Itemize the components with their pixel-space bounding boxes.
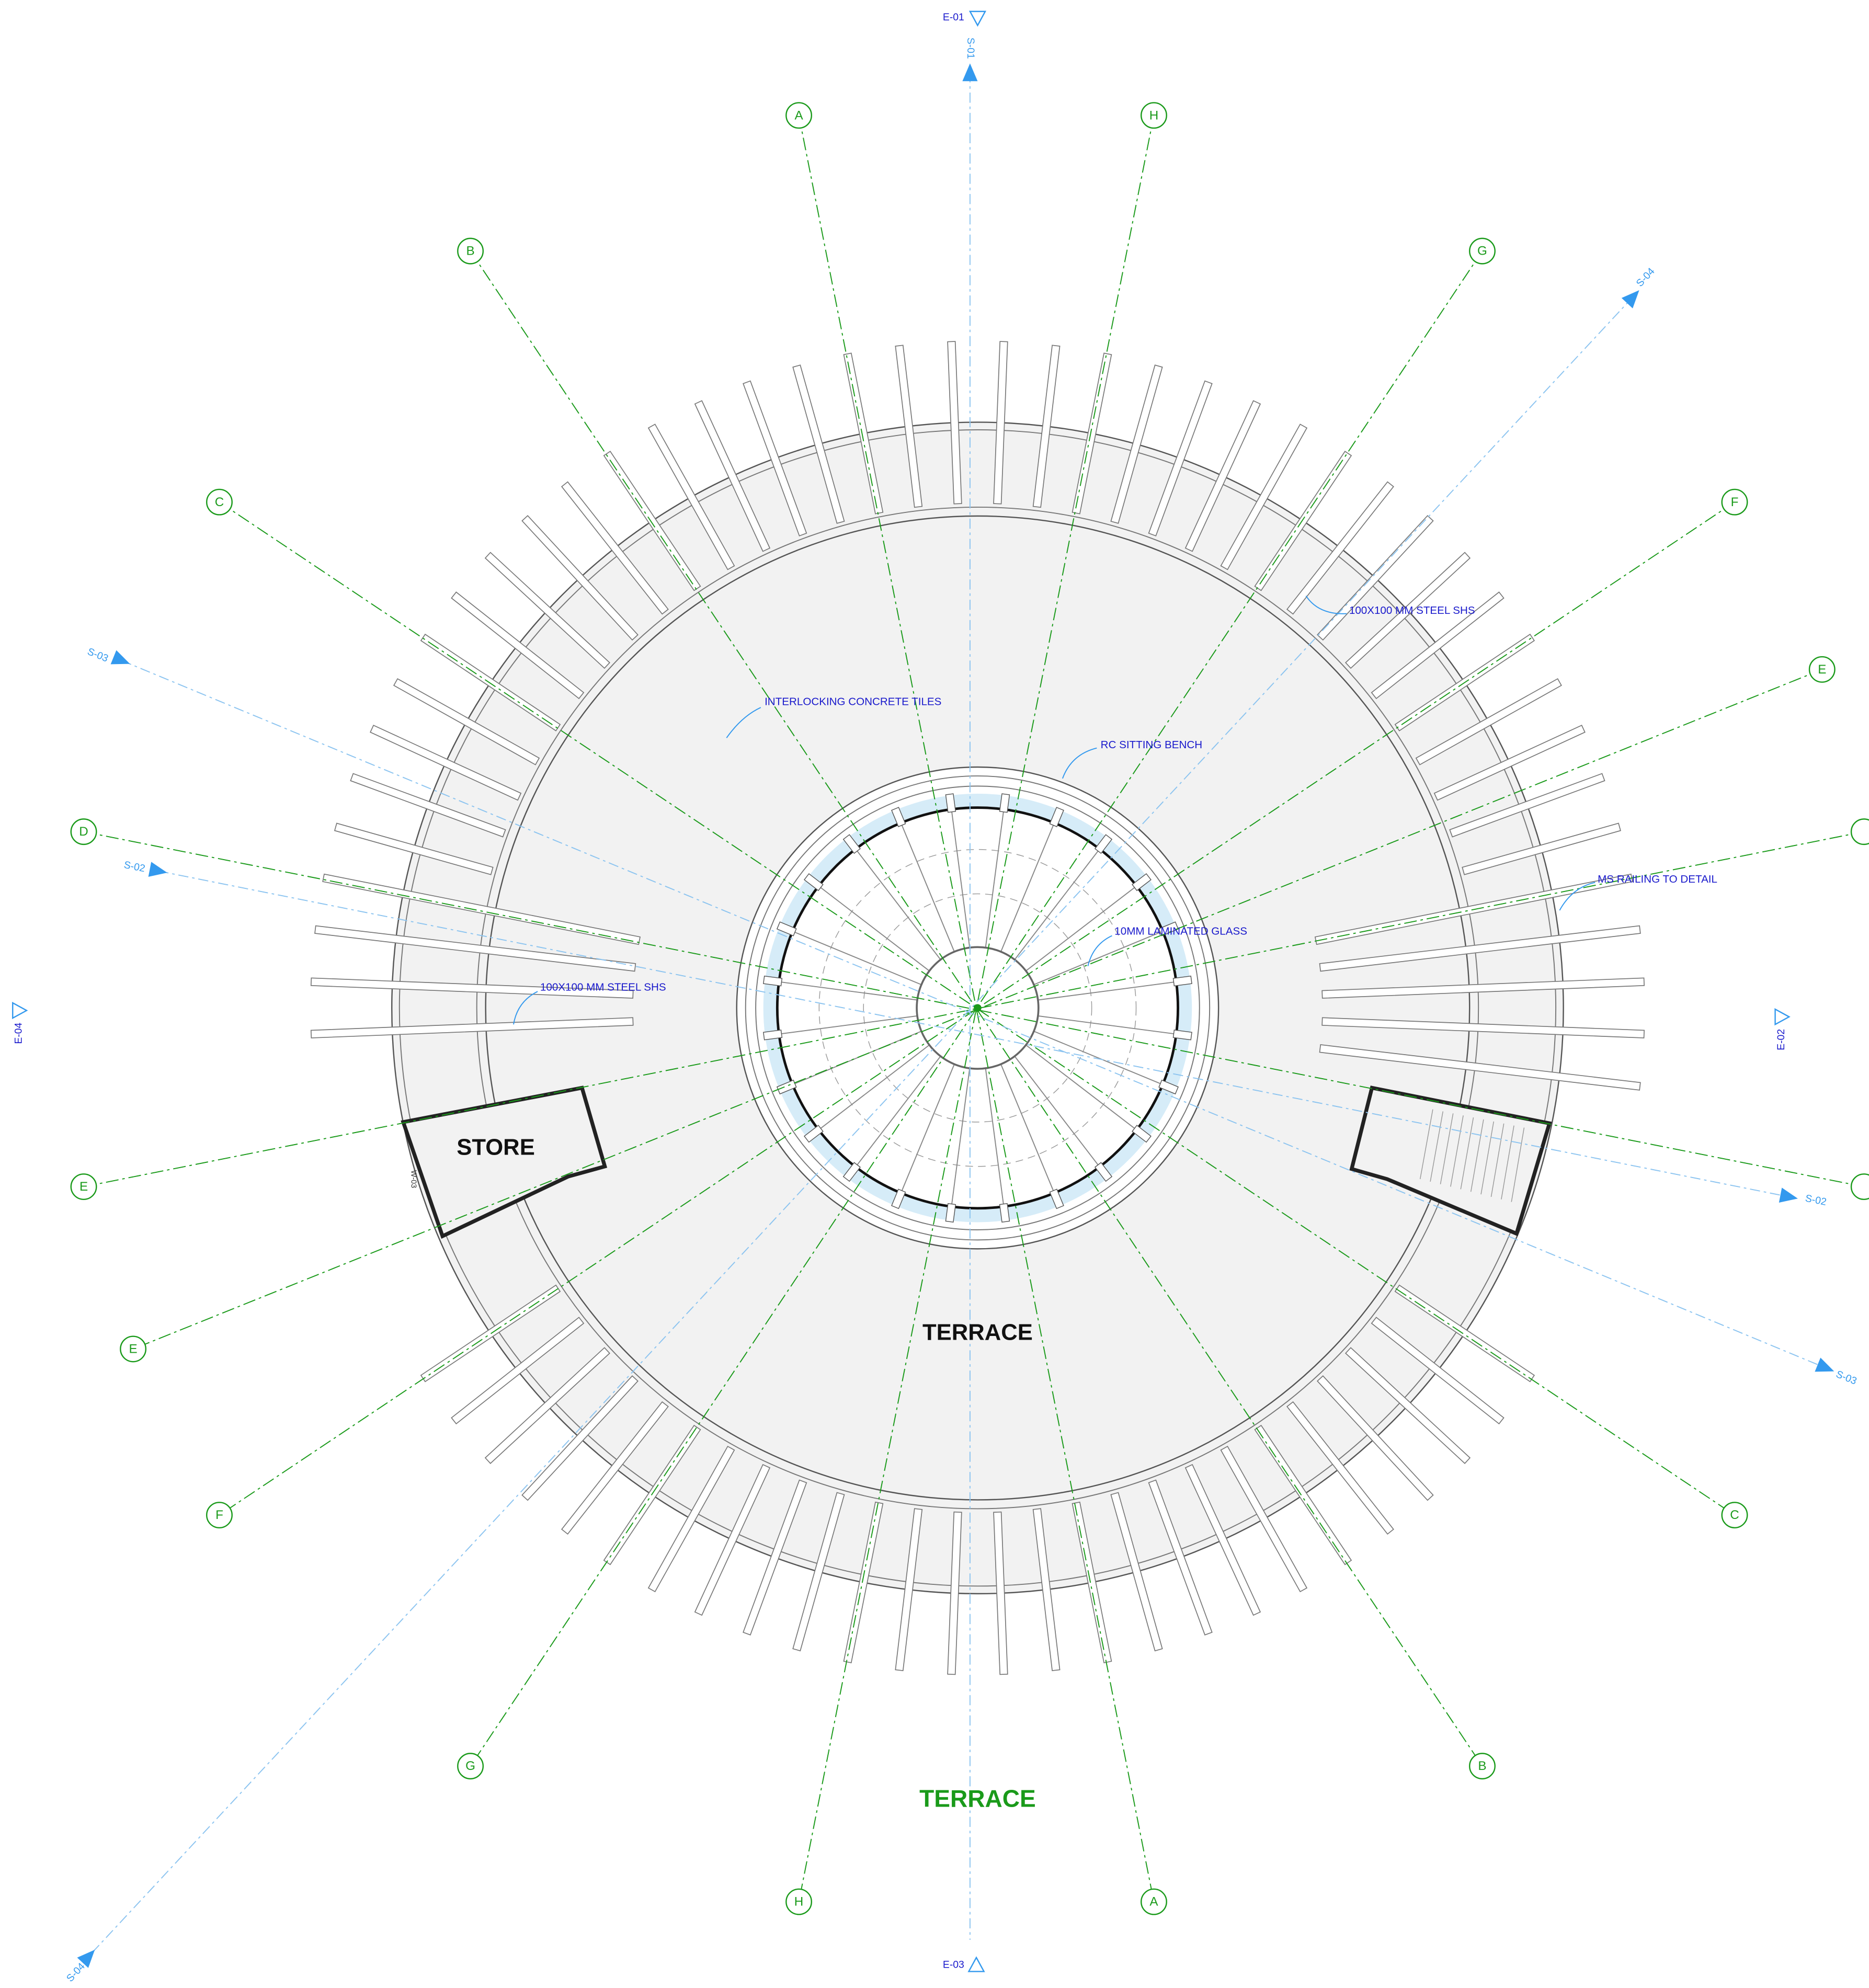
elevation-arrow xyxy=(968,1958,984,1972)
section-label: S-02 xyxy=(1804,1193,1827,1208)
grid-label: F xyxy=(215,1508,223,1522)
grid-label: E xyxy=(1818,662,1826,677)
grid-label: D xyxy=(79,825,88,839)
grid-label: A xyxy=(794,108,803,122)
grid-bubble xyxy=(1851,819,1869,844)
elevation-arrow xyxy=(970,12,985,26)
section-arrow xyxy=(1779,1187,1799,1206)
section-label: S-04 xyxy=(1634,266,1657,289)
section-label: S-04 xyxy=(64,1961,87,1984)
grid-label: C xyxy=(1730,1508,1739,1522)
elevation-label: E-02 xyxy=(1775,1029,1787,1050)
grid-label: E xyxy=(79,1180,88,1194)
section-arrow xyxy=(149,862,169,880)
annotation: 100X100 MM STEEL SHS xyxy=(540,981,666,993)
grid-label: C xyxy=(215,495,224,509)
elevation-arrow xyxy=(13,1003,27,1018)
section-arrow xyxy=(962,63,977,81)
grid-label: G xyxy=(1477,244,1487,258)
section-label: S-03 xyxy=(1834,1368,1859,1387)
annotation: RC SITTING BENCH xyxy=(1101,739,1203,751)
annotation: 10MM LAMINATED GLASS xyxy=(1114,926,1247,938)
floor-plan: A H B G C F E D E E F C G B H A S-01 S-02 S-02 S-03 S-03 S-04… xyxy=(0,0,1869,1988)
section-label: S-01 xyxy=(965,38,976,59)
annotation: INTERLOCKING CONCRETE TILES xyxy=(765,696,941,708)
annotation: 100X100 MM STEEL SHS xyxy=(1349,604,1475,616)
grid-label: F xyxy=(1731,495,1739,509)
grid-label: A xyxy=(1149,1895,1158,1909)
grid-label: G xyxy=(465,1759,475,1773)
elevation-label: E-01 xyxy=(943,12,964,23)
grid-label: H xyxy=(1149,108,1159,122)
section-label: S-03 xyxy=(86,646,110,665)
elevation-label: E-03 xyxy=(943,1959,964,1970)
elevation-arrow xyxy=(1775,1009,1790,1024)
section-label: S-02 xyxy=(123,859,146,874)
room-label: STORE xyxy=(457,1134,535,1160)
section-arrow xyxy=(1815,1357,1837,1378)
grid-bubble xyxy=(1851,1174,1869,1199)
grid-label: B xyxy=(466,244,474,258)
grid-label: E xyxy=(129,1342,138,1356)
wall-tag: W-03 xyxy=(409,1170,418,1188)
annotation: MS RAILING TO DETAIL xyxy=(1598,873,1717,885)
grid-label: B xyxy=(1478,1759,1486,1773)
room-label: TERRACE xyxy=(922,1319,1033,1345)
elevation-label: E-04 xyxy=(13,1022,24,1044)
drawing-title: TERRACE xyxy=(919,1785,1036,1812)
section-arrow xyxy=(111,650,133,671)
grid-label: H xyxy=(794,1895,804,1909)
